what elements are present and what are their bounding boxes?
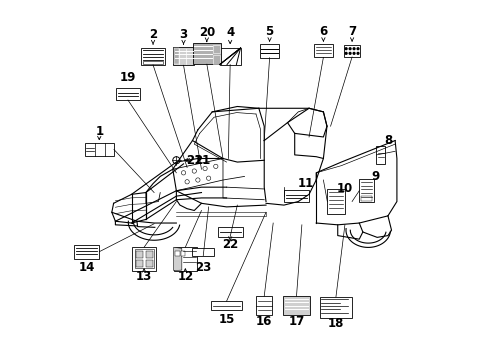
Bar [284,190,308,202]
Text: 1: 1 [95,125,103,138]
Bar [136,260,142,267]
Text: 9: 9 [370,170,379,183]
Bar [319,297,351,318]
Bar [259,44,279,58]
Circle shape [352,48,354,50]
Bar [343,45,360,57]
Text: 3: 3 [179,28,187,41]
Circle shape [352,53,354,54]
Bar [360,196,371,202]
Circle shape [345,48,346,50]
Bar [84,143,114,156]
Circle shape [356,48,358,50]
Bar [136,251,142,258]
Bar [313,44,332,57]
Bar [376,146,384,163]
Bar [116,88,140,100]
Circle shape [356,53,358,54]
Bar [174,48,179,64]
Text: 5: 5 [265,25,273,38]
Bar [192,248,214,256]
Bar [74,245,99,258]
Text: 15: 15 [218,313,234,327]
Circle shape [348,53,350,54]
Text: 6: 6 [319,25,327,38]
Text: 16: 16 [256,315,272,328]
Bar [134,249,153,269]
Text: 13: 13 [136,270,152,283]
Text: 7: 7 [347,25,355,38]
Bar [211,301,241,310]
Text: 10: 10 [336,183,352,195]
Text: 17: 17 [288,315,304,328]
Text: 11: 11 [297,177,313,190]
Bar [192,43,221,64]
Text: 12: 12 [177,270,193,283]
Bar [141,48,165,65]
Text: 19: 19 [120,71,136,84]
Bar [145,251,152,258]
Bar [219,48,240,64]
Circle shape [345,53,346,54]
Bar [213,55,220,64]
Circle shape [348,48,350,50]
Bar [173,47,194,65]
Text: 14: 14 [79,261,95,274]
Text: 21: 21 [186,154,202,167]
Text: 21: 21 [194,154,210,167]
Text: 22: 22 [222,238,238,251]
Text: 2: 2 [149,28,157,41]
Bar [359,179,373,202]
Bar [142,60,163,64]
Bar [256,296,271,315]
Text: 4: 4 [225,27,234,40]
Bar [175,251,179,256]
Bar [283,296,309,315]
Bar [181,251,184,256]
Polygon shape [173,247,182,271]
Bar [132,247,155,271]
Text: 18: 18 [327,317,344,330]
Bar [145,260,152,267]
Text: 20: 20 [198,26,215,39]
Bar [326,189,344,215]
Text: 8: 8 [383,134,391,147]
Bar [213,45,220,54]
Text: 23: 23 [195,261,211,274]
Bar [217,227,242,237]
Bar [173,247,197,271]
